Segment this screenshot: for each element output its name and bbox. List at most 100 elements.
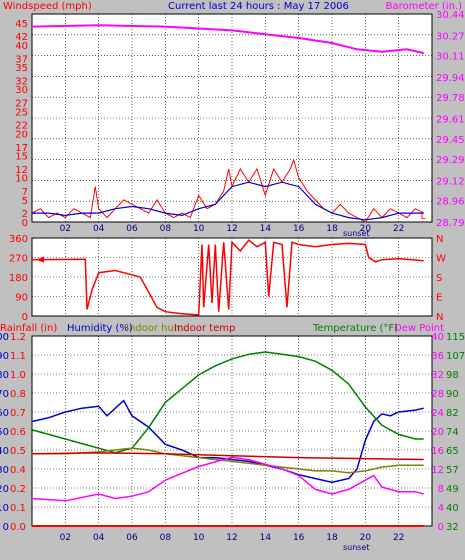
humidity-line (31, 399, 424, 484)
humidity-tick: 100 (0, 332, 9, 343)
humidity-tick-labels: 0 10 20 30 40 50 60 70 80 90 100 (0, 332, 9, 533)
barometer-tick: 29.61 (436, 115, 465, 126)
x-tick-label: 12 (226, 224, 237, 234)
x-tick-label: 10 (193, 224, 205, 234)
windspeed-tick: 15 (15, 152, 28, 163)
temperature-c-tick: 32 (431, 370, 444, 381)
x-tick-label: 10 (193, 533, 205, 543)
direction-degree-tick: 180 (9, 273, 28, 284)
barometer-end-marker: L (421, 212, 426, 222)
windspeed-tick: 30 (15, 85, 28, 96)
rainfall-tick: 1.0 (10, 370, 26, 381)
wind-gust-line (31, 158, 424, 223)
sunset-label-top: sunset (343, 229, 370, 238)
legend-dew-point: Dew Point (394, 323, 444, 334)
windspeed-tick: 5 (22, 196, 28, 207)
barometer-tick: 29.94 (436, 73, 465, 84)
windspeed-tick: 0 (22, 218, 28, 229)
rainfall-tick: 0.4 (10, 465, 26, 476)
x-tick-label: 06 (126, 224, 138, 234)
rainfall-tick: 0.6 (10, 427, 26, 438)
windspeed-tick: 35 (15, 63, 28, 74)
x-tick-label: 22 (393, 533, 404, 543)
windspeed-tick: 2 (22, 209, 28, 220)
temperature-c-tick: 36 (431, 351, 444, 362)
x-tick-label: 20 (360, 224, 372, 234)
direction-degree-tick: 360 (9, 234, 28, 245)
temperature-f-tick: 57 (446, 465, 459, 476)
barometer-tick-labels: 28.79 28.96 29.12 29.29 29.45 29.61 29.78 29.94… (436, 10, 465, 229)
temperature-c-tick: 4 (438, 503, 444, 514)
temperature-line (31, 351, 424, 454)
x-tick-label: 18 (326, 533, 338, 543)
sunset-label-bottom: sunset (343, 543, 370, 552)
rainfall-tick: 0.1 (10, 503, 26, 514)
windspeed-tick: 27 (15, 99, 28, 110)
direction-degree-tick: 90 (15, 293, 28, 304)
x-tick-label: 06 (126, 533, 138, 543)
barometer-tick: 30.44 (436, 10, 465, 21)
windspeed-tick: 17 (15, 143, 28, 154)
temperature-c-tick-labels: 0 4 8 12 16 20 24 28 32 36 40 (431, 332, 444, 533)
wind-direction-series (31, 239, 424, 316)
direction-compass-tick: S (436, 273, 442, 284)
x-tick-label: 02 (60, 224, 71, 234)
windspeed-axis-title: Windspeed (mph) (3, 1, 92, 12)
temperature-f-tick-labels: 32 40 49 57 65 74 82 90 98 107 115 (446, 332, 465, 533)
windspeed-tick: 25 (15, 107, 28, 118)
temperature-c-tick: 20 (431, 427, 444, 438)
humidity-tick: 0 (3, 522, 9, 533)
rainfall-tick: 1.1 (10, 351, 26, 362)
windspeed-tick: 37 (15, 54, 28, 65)
barometer-tick: 29.45 (436, 135, 465, 146)
windspeed-tick: 10 (15, 174, 28, 185)
temperature-f-tick: 115 (446, 332, 465, 343)
humidity-tick: 30 (0, 465, 9, 476)
temperature-c-tick: 40 (431, 332, 444, 343)
windspeed-tick: 40 (15, 41, 28, 52)
indoor-hum-line (32, 447, 424, 474)
humidity-tick: 70 (0, 389, 9, 400)
x-tick-label: 02 (60, 533, 71, 543)
direction-compass-tick: E (436, 293, 442, 304)
x-tick-label: 04 (93, 224, 105, 234)
humidity-tick: 60 (0, 408, 9, 419)
wind-direction-line (31, 239, 424, 316)
dew-point-line (31, 456, 424, 502)
temperature-f-tick: 32 (446, 522, 459, 533)
barometer-tick: 29.29 (436, 155, 465, 166)
legend-rainfall: Rainfall (in) (0, 323, 57, 334)
temperature-c-tick: 24 (431, 408, 444, 419)
rainfall-tick: 0.5 (10, 446, 26, 457)
rainfall-tick: 1.2 (10, 332, 26, 343)
temperature-f-tick: 82 (446, 408, 459, 419)
temperature-f-tick: 90 (446, 389, 459, 400)
x-tick-label: 08 (160, 533, 172, 543)
windspeed-tick: 45 (15, 19, 28, 30)
panel3-legend: Rainfall (in) Humidity (%) Indoor hum In… (0, 323, 444, 334)
windspeed-tick: 32 (15, 76, 28, 87)
humidity-tick: 80 (0, 370, 9, 381)
humidity-temperature-grid (32, 336, 432, 526)
temperature-c-tick: 28 (431, 389, 444, 400)
barometer-tick: 29.78 (436, 93, 465, 104)
temperature-f-tick: 65 (446, 446, 459, 457)
windspeed-tick: 22 (15, 121, 28, 132)
temperature-c-tick: 8 (438, 484, 444, 495)
direction-compass-tick: W (436, 254, 446, 265)
x-tick-label: 16 (293, 224, 305, 234)
barometer-tick: 29.12 (436, 176, 465, 187)
x-tick-label: 08 (160, 224, 172, 234)
humidity-tick: 40 (0, 446, 9, 457)
temperature-f-tick: 74 (446, 427, 459, 438)
x-tick-label: 18 (326, 224, 338, 234)
wind-barometer-series (31, 24, 424, 223)
wind-direction-degree-labels: 360 270 180 90 0 (9, 234, 28, 323)
panel3-x-tick-labels: 02 04 06 08 10 12 14 16 18 20 22 (60, 533, 405, 543)
windspeed-tick: 20 (15, 129, 28, 140)
wind-direction-start-arrow (36, 256, 44, 263)
rainfall-tick: 0.8 (10, 389, 26, 400)
direction-compass-tick: N (436, 234, 443, 245)
